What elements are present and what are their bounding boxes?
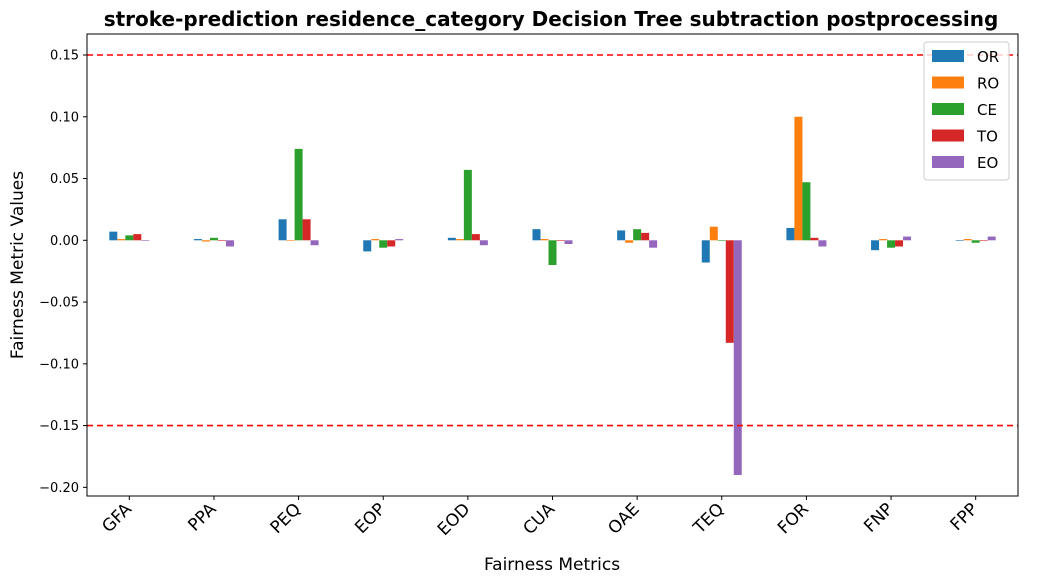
bar-ro-peq [286,240,295,241]
legend-label-ce: CE [977,101,997,119]
x-tick-label: PEQ [267,499,305,537]
bar-eo-cua [564,240,573,244]
bar-or-gfa [109,231,118,241]
bar-ro-eod [455,239,464,241]
legend-swatch-eo [932,156,964,168]
bar-ce-for [802,182,811,241]
bar-ro-fpp [963,239,972,241]
bar-ce-teq [717,240,726,241]
bar-eo-fnp [903,236,912,241]
bar-eo-teq [733,240,742,475]
y-tick-label: 0.10 [50,110,79,125]
bar-to-cua [556,240,565,241]
bar-eo-gfa [141,240,150,241]
chart-title: stroke-prediction residence_category Dec… [104,7,999,31]
bar-to-for [810,237,819,241]
bar-ce-fpp [971,240,980,243]
y-axis: −0.20 −0.15 −0.10 −0.05 0.00 0.05 0.10 0.15 [39,49,87,496]
bar-eo-for [818,240,827,247]
legend: OR RO CE TO EO [923,41,1010,181]
bar-ro-gfa [117,239,126,241]
legend-swatch-or [932,50,964,62]
legend-label-to: TO [976,128,998,146]
bar-ce-cua [548,240,557,265]
bar-or-ppa [193,239,202,241]
threshold-lines [87,54,1018,427]
x-tick-label: TEQ [689,499,728,538]
bar-or-fpp [955,240,964,241]
bar-ce-ppa [209,237,218,241]
y-tick-label: 0.00 [50,234,79,249]
bar-or-for [786,227,795,241]
bar-ce-gfa [125,235,134,241]
bar-eo-oae [649,240,658,248]
y-tick-label: −0.05 [39,296,79,311]
x-axis: GFA PPA PEQ EOP EOD CUA OAE TEQ FOR FNP FPP [98,496,982,540]
bar-or-eop [363,240,372,252]
bar-eo-peq [310,240,319,246]
bar-to-fpp [979,240,988,241]
x-tick-label: CUA [519,499,559,539]
x-tick-label: FNP [860,499,897,536]
bar-eo-fpp [987,236,996,241]
bar-ro-teq [709,226,718,241]
bar-ce-eop [379,240,388,248]
y-tick-label: −0.10 [39,357,79,372]
bar-or-eod [447,237,456,241]
bar-ro-eop [371,239,380,241]
x-tick-label: FPP [947,499,983,535]
x-axis-label: Fairness Metrics [484,555,620,575]
x-tick-label: FOR [774,499,813,538]
bar-ce-fnp [887,240,896,248]
bar-ro-oae [625,240,634,243]
bar-eo-eod [479,240,488,246]
bar-to-eod [471,234,480,241]
bar-eo-eop [395,239,404,241]
legend-swatch-to [932,129,964,142]
x-tick-label: GFA [98,499,136,537]
y-tick-label: −0.20 [39,481,79,496]
bar-ro-ppa [201,240,210,242]
bar-to-ppa [217,240,226,241]
bar-ro-fnp [879,239,888,241]
bar-ce-eod [463,169,472,241]
x-tick-label: PPA [184,499,220,535]
legend-swatch-ce [932,103,964,115]
bar-ce-oae [633,229,642,241]
legend-label-eo: EO [977,154,998,172]
y-tick-label: 0.05 [50,172,79,187]
bar-ro-cua [540,239,549,241]
bar-or-cua [532,229,541,241]
bar-ce-peq [294,148,303,241]
legend-label-or: OR [977,48,999,66]
legend-swatch-ro [932,76,964,89]
bar-to-peq [302,219,311,241]
bar-or-fnp [871,240,880,251]
bar-to-oae [641,232,650,241]
x-tick-label: EOD [434,499,474,539]
bar-or-oae [617,230,626,241]
x-tick-label: OAE [604,499,643,538]
y-tick-label: −0.15 [39,419,79,434]
x-tick-label: EOP [351,499,389,537]
bar-eo-ppa [225,240,234,247]
legend-label-ro: RO [977,75,999,93]
bar-or-peq [278,219,287,241]
y-axis-label: Fairness Metric Values [8,171,28,359]
bar-or-teq [701,240,710,263]
bar-ro-for [794,116,803,241]
y-tick-label: 0.15 [50,49,79,64]
bar-to-eop [387,240,396,247]
bars-group [109,116,996,475]
bar-to-fnp [895,240,904,247]
bar-to-gfa [133,234,142,241]
bar-to-teq [725,240,734,343]
